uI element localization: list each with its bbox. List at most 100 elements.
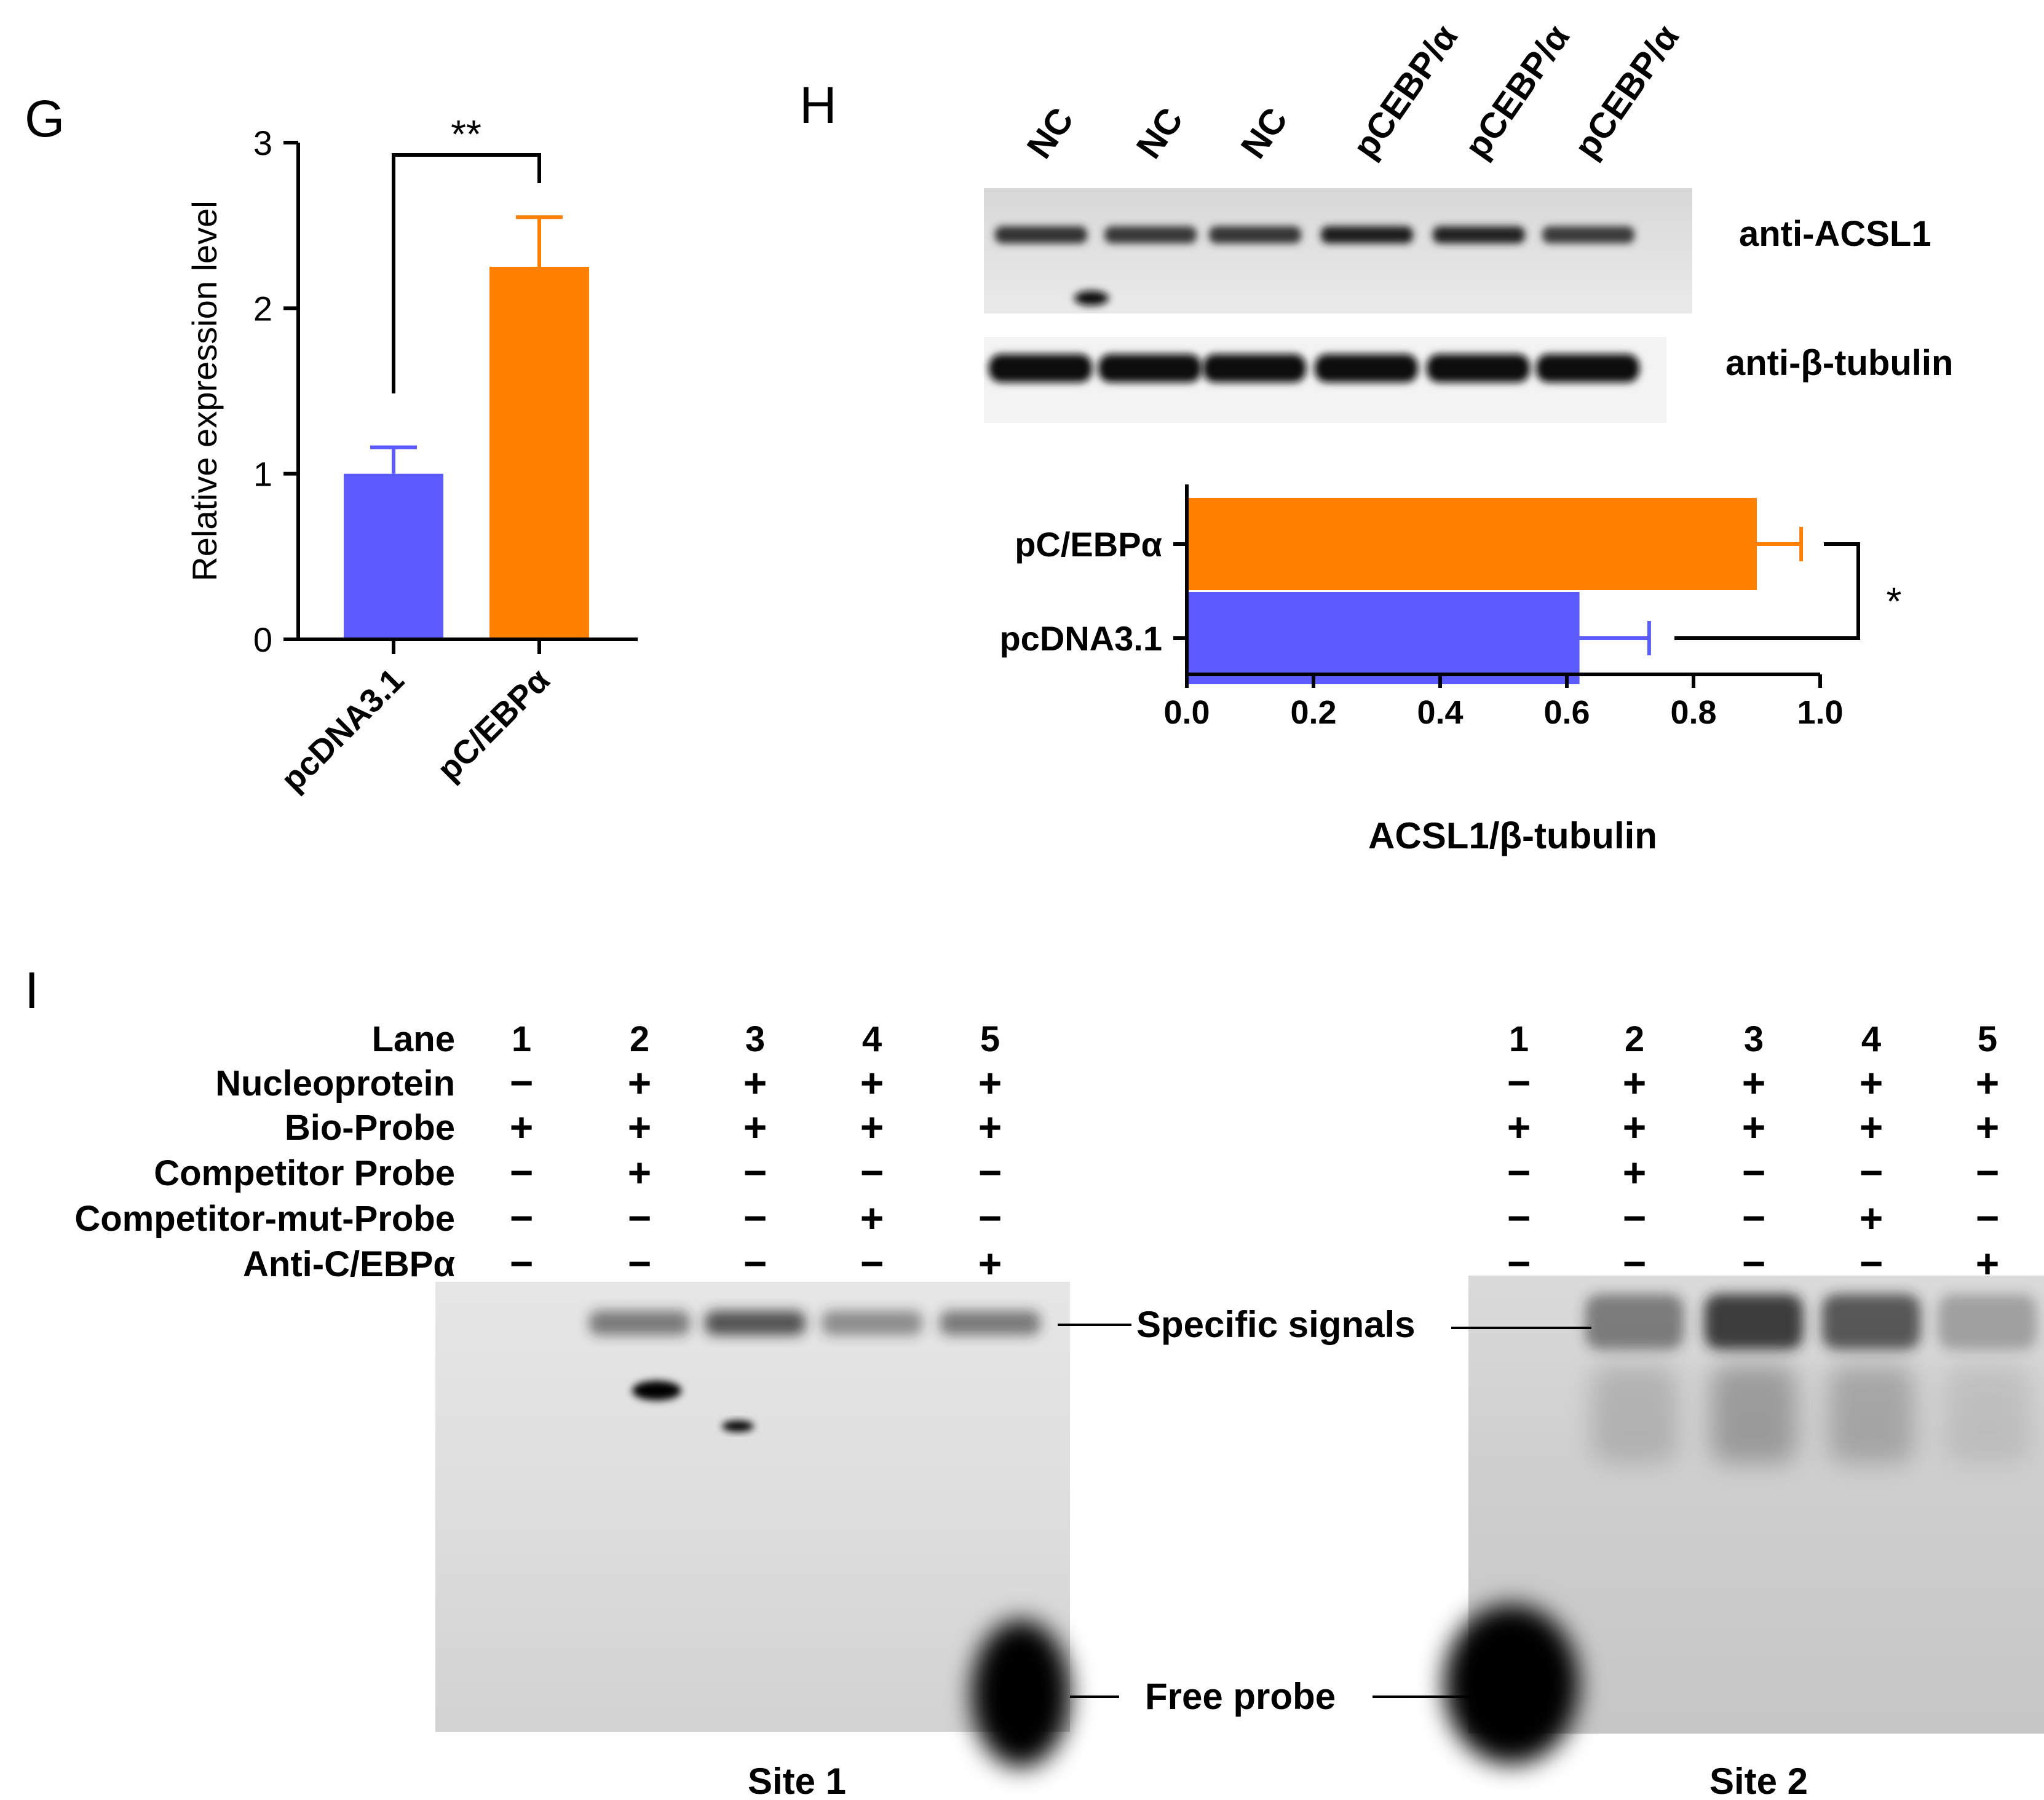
h-category-label: pC/EBPα (1015, 525, 1162, 564)
emsa-smear-site2 (1711, 1365, 1797, 1463)
h-x-tick-label: 0.2 (1290, 694, 1336, 731)
h-x-axis-label: ACSL1/β-tubulin (1368, 815, 1657, 856)
acsl1-band (1433, 226, 1525, 243)
g-y-tick-label: 1 (253, 455, 272, 494)
g-bar-1 (489, 267, 589, 639)
specific-signals-label: Specific signals (1136, 1304, 1416, 1345)
emsa-sign: + (1623, 1150, 1647, 1195)
bar-chart-h: 0.0 0.2 0.4 0.6 0.8 1.0 pC/EBPα pcDNA3.1 ACSL1… (999, 484, 1901, 856)
emsa-sign: + (510, 1104, 534, 1150)
free-probe-spot-site2 (1444, 1605, 1579, 1764)
emsa-sign: − (1507, 1060, 1531, 1105)
emsa-row-label: Competitor Probe (154, 1153, 455, 1193)
emsa-sign: − (978, 1150, 1002, 1195)
tubulin-band (1536, 354, 1639, 382)
emsa-row-label: Competitor-mut-Probe (74, 1199, 455, 1239)
emsa-row-label: Bio-Probe (285, 1108, 455, 1148)
tubulin-band (989, 354, 1092, 382)
acsl1-band (1104, 226, 1197, 243)
emsa-sign: + (1976, 1104, 2000, 1150)
tubulin-band (1427, 354, 1530, 382)
emsa-sign: + (1507, 1104, 1531, 1150)
emsa-sign: + (1860, 1060, 1884, 1105)
g-bar-0 (344, 473, 443, 639)
emsa-sign: − (1860, 1150, 1884, 1195)
emsa-sign: + (628, 1150, 652, 1195)
h-category-label: pcDNA3.1 (999, 619, 1162, 658)
emsa-lane-number: 5 (1978, 1019, 1997, 1059)
emsa-lane-number: 5 (980, 1019, 1000, 1059)
emsa-sign: + (978, 1241, 1002, 1286)
g-category-label: pC/EBPα (430, 661, 557, 788)
panel-label-h: H (799, 76, 837, 134)
emsa-lane-number: 1 (512, 1019, 531, 1059)
emsa-sign: − (1976, 1150, 2000, 1195)
tubulin-band (1315, 354, 1418, 382)
g-y-tick-label: 2 (253, 289, 272, 328)
acsl1-band (995, 226, 1087, 243)
emsa-gel-site1 (435, 1282, 1070, 1732)
emsa-sign: + (743, 1104, 767, 1150)
h-significance-bracket (1674, 542, 1860, 640)
panel-label-g: G (25, 90, 65, 148)
h-bar-0 (1187, 498, 1757, 590)
site1-label: Site 1 (748, 1761, 846, 1800)
blot-lane-label: pCEBP/α (1566, 17, 1687, 165)
emsa-sign: − (1623, 1195, 1647, 1241)
blot-artifact (1074, 291, 1109, 306)
emsa-band-site2 (1585, 1294, 1684, 1349)
emsa-sign: + (1976, 1060, 2000, 1105)
emsa-sign: − (743, 1195, 767, 1241)
emsa-band-site1 (705, 1311, 806, 1335)
site2-label: Site 2 (1709, 1761, 1808, 1800)
emsa-lane-number: 3 (745, 1019, 765, 1059)
emsa-lane-number: 1 (1509, 1019, 1529, 1059)
emsa-sign: + (1623, 1104, 1647, 1150)
free-probe-spot-site1 (972, 1620, 1070, 1767)
h-x-tick-label: 0.4 (1417, 694, 1463, 731)
h-x-tick-label: 1.0 (1797, 694, 1843, 731)
emsa-sign: − (628, 1241, 652, 1286)
blot-lane-label: pCEBP/α (1345, 17, 1465, 165)
emsa-lane-number: 2 (630, 1019, 649, 1059)
emsa-sign: + (860, 1195, 884, 1241)
emsa-band-site1 (822, 1311, 922, 1335)
g-y-tick-label: 0 (253, 620, 272, 659)
g-y-tick-label: 3 (253, 124, 272, 162)
emsa-sign: + (1860, 1195, 1884, 1241)
emsa-sign: − (860, 1150, 884, 1195)
emsa-sign: + (1860, 1104, 1884, 1150)
emsa-smear-site2 (1944, 1365, 2030, 1463)
blot-label-acsl1: anti-ACSL1 (1739, 214, 1931, 254)
blot-label-tubulin: anti-β-tubulin (1725, 343, 1953, 383)
emsa-sign: + (628, 1060, 652, 1105)
h-x-tick-label: 0.8 (1670, 694, 1716, 731)
acsl1-band (1209, 226, 1301, 243)
emsa-sign: + (1742, 1104, 1766, 1150)
blot-lane-label: NC (1128, 101, 1190, 166)
emsa-sign: − (1742, 1195, 1766, 1241)
acsl1-band (1321, 226, 1413, 243)
emsa-lane-number: 3 (1744, 1019, 1764, 1059)
emsa-sign: + (1742, 1060, 1766, 1105)
blot-lane-label: NC (1233, 101, 1295, 166)
emsa-sign: − (978, 1195, 1002, 1241)
emsa-lane-number: 4 (1861, 1019, 1881, 1059)
emsa-lane-number: 2 (1625, 1019, 1644, 1059)
emsa-row-label: Lane (372, 1019, 455, 1059)
emsa-sign: + (628, 1104, 652, 1150)
emsa-panel: Lane Nucleoprotein Bio-Probe Competitor Pro… (74, 1019, 2044, 1800)
h-x-tick-label: 0.0 (1163, 694, 1210, 731)
emsa-band-site2 (1938, 1294, 2037, 1349)
emsa-sign: − (510, 1241, 534, 1286)
emsa-sign: − (743, 1241, 767, 1286)
emsa-sign: − (1507, 1150, 1531, 1195)
g-significance-bracket (392, 153, 541, 393)
emsa-sign: − (628, 1195, 652, 1241)
h-x-tick-label: 0.6 (1543, 694, 1590, 731)
emsa-band-site2 (1705, 1294, 1803, 1349)
emsa-sign: − (743, 1150, 767, 1195)
emsa-row-label: Anti-C/EBPα (243, 1244, 455, 1284)
emsa-sign: − (860, 1241, 884, 1286)
